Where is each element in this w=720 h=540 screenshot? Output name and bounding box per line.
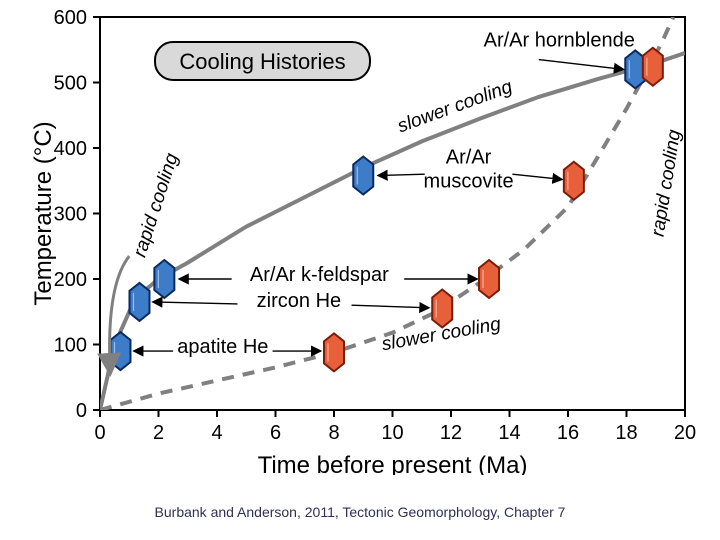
svg-text:16: 16: [557, 422, 579, 444]
svg-text:300: 300: [54, 204, 87, 226]
svg-text:600: 600: [54, 7, 87, 29]
svg-text:10: 10: [381, 422, 403, 444]
svg-text:Cooling Histories: Cooling Histories: [179, 49, 345, 74]
svg-text:0: 0: [76, 400, 87, 422]
svg-text:Ar/Ar: Ar/Ar: [446, 147, 492, 169]
slide: 024681012141618200100200300400500600Time…: [0, 0, 720, 540]
svg-text:12: 12: [440, 422, 462, 444]
svg-text:2: 2: [153, 422, 164, 444]
svg-text:apatite He: apatite He: [177, 336, 268, 358]
svg-text:4: 4: [211, 422, 222, 444]
svg-text:18: 18: [615, 422, 637, 444]
svg-text:100: 100: [54, 335, 87, 357]
svg-text:Temperature (°C): Temperature (°C): [30, 121, 57, 305]
svg-text:zircon He: zircon He: [257, 290, 341, 312]
svg-text:0: 0: [94, 422, 105, 444]
svg-text:8: 8: [328, 422, 339, 444]
svg-text:Time before present (Ma): Time before present (Ma): [258, 452, 528, 475]
svg-text:Ar/Ar k-feldspar: Ar/Ar k-feldspar: [250, 264, 389, 286]
svg-text:200: 200: [54, 269, 87, 291]
svg-text:muscovite: muscovite: [424, 170, 514, 192]
citation-caption: Burbank and Anderson, 2011, Tectonic Geo…: [0, 504, 720, 520]
svg-text:20: 20: [674, 422, 696, 444]
svg-text:14: 14: [498, 422, 520, 444]
cooling-histories-chart: 024681012141618200100200300400500600Time…: [15, 5, 705, 475]
svg-text:500: 500: [54, 73, 87, 95]
svg-text:6: 6: [270, 422, 281, 444]
svg-text:400: 400: [54, 138, 87, 160]
chart-wrap: 024681012141618200100200300400500600Time…: [15, 5, 705, 475]
svg-text:Ar/Ar hornblende: Ar/Ar hornblende: [484, 29, 635, 51]
